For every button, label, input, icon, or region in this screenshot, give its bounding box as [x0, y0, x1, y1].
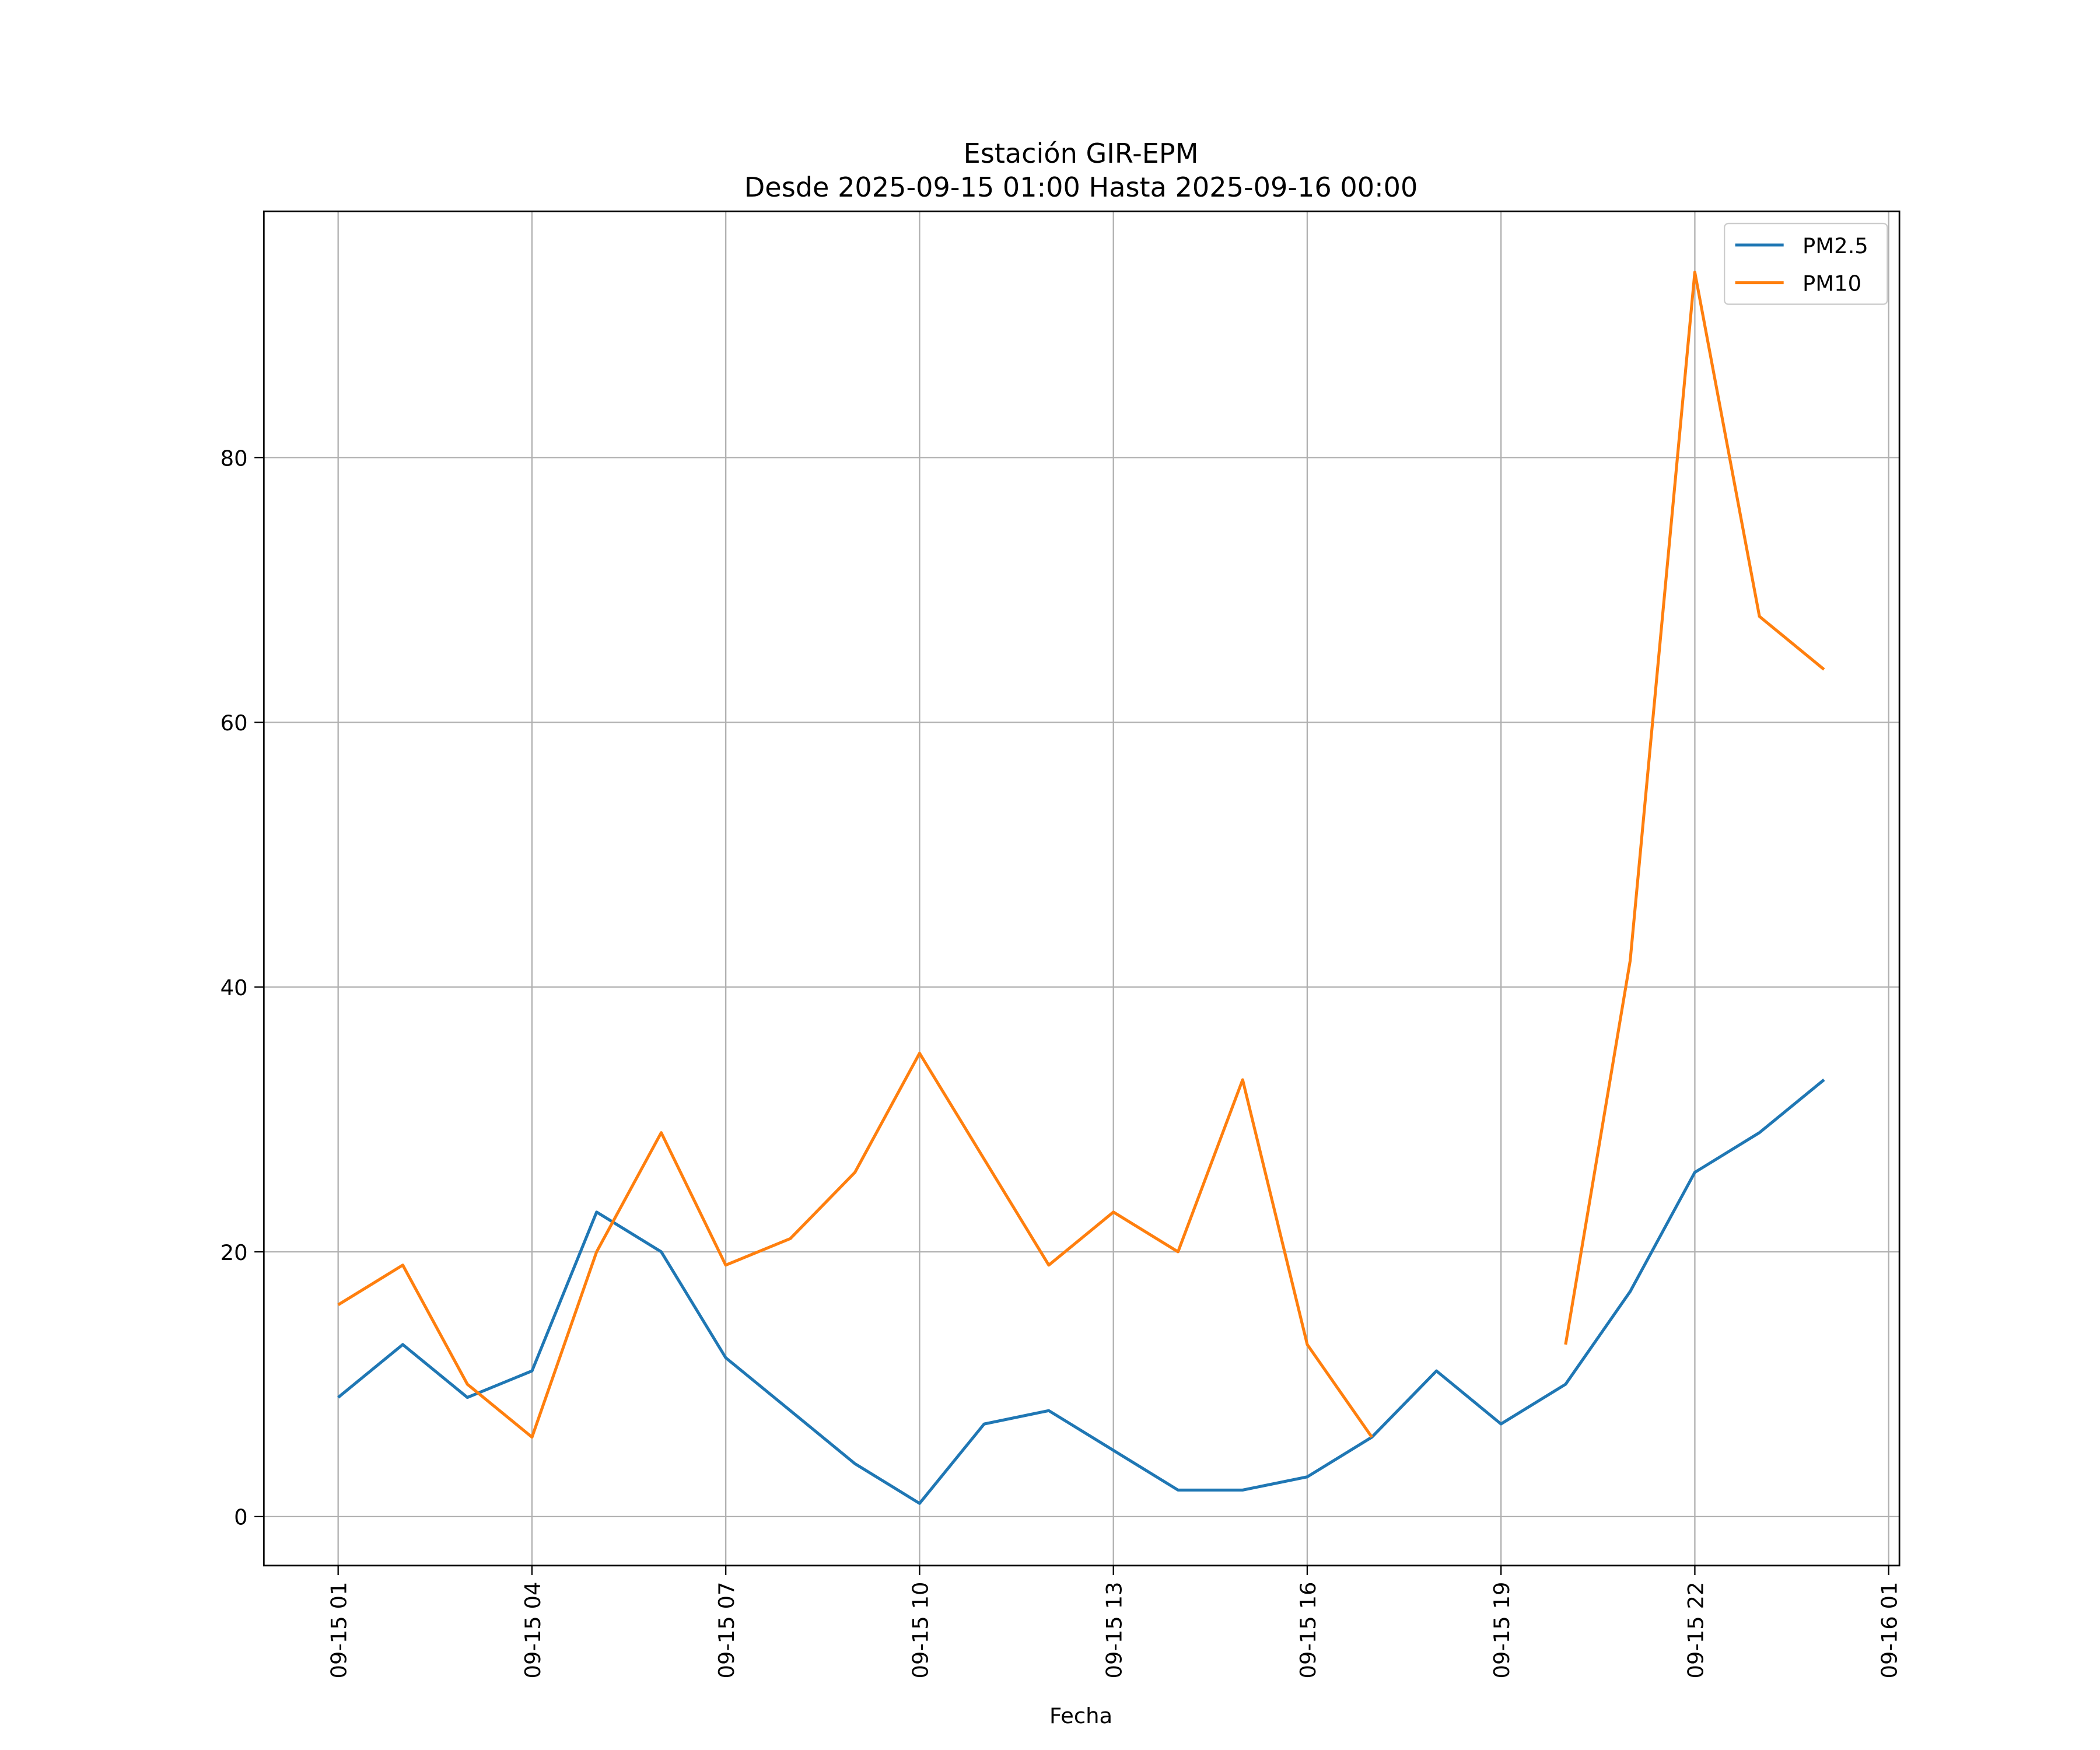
x-tick-label: 09-15 01	[327, 1582, 352, 1679]
x-tick-label: 09-15 22	[1683, 1582, 1708, 1679]
y-tick-label: 20	[220, 1240, 248, 1265]
y-tick-label: 0	[234, 1505, 247, 1530]
x-tick-label: 09-15 04	[520, 1582, 545, 1679]
x-tick-label: 09-15 13	[1102, 1582, 1127, 1679]
ticks: 09-15 01 09-15 04 09-15 07 09-15 10 09-15 13…	[220, 446, 1902, 1678]
legend-label: PM2.5	[1803, 233, 1868, 258]
y-tick-label: 60	[220, 710, 248, 736]
x-tick-label: 09-16 01	[1877, 1582, 1902, 1679]
series-lines	[337, 271, 1825, 1505]
series-line-pm25	[337, 1079, 1825, 1505]
y-tick-label: 40	[220, 975, 248, 1000]
x-axis-label: Fecha	[1049, 1703, 1112, 1728]
grid	[264, 211, 1900, 1566]
y-tick-label: 80	[220, 446, 248, 471]
legend-label: PM10	[1803, 271, 1861, 296]
legend: PM2.5 PM10	[1723, 222, 1888, 305]
chart-subtitle: Desde 2025-09-15 01:00 Hasta 2025-09-16 …	[744, 172, 1418, 203]
axes-frame	[262, 210, 1901, 1567]
series-line-pm10	[337, 271, 1825, 1439]
x-tick-label: 09-15 07	[714, 1582, 739, 1679]
x-tick-label: 09-15 10	[908, 1582, 933, 1679]
chart-title: Estación GIR-EPM	[964, 138, 1199, 169]
x-tick-label: 09-15 16	[1296, 1582, 1321, 1679]
x-tick-label: 09-15 19	[1489, 1582, 1514, 1679]
